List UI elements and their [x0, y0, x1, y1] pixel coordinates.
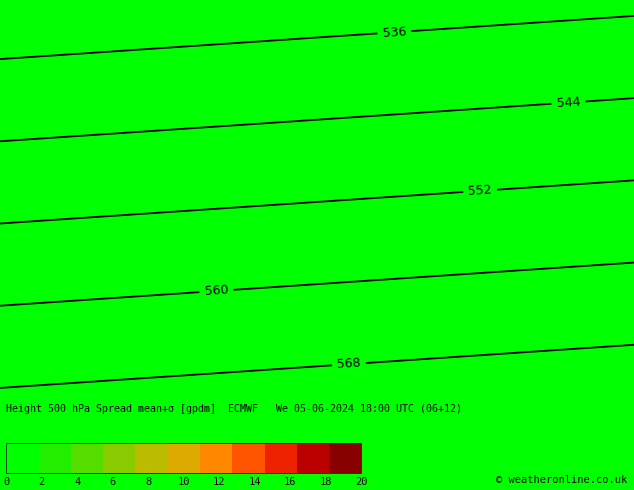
- Text: 20: 20: [355, 477, 368, 487]
- Text: 14: 14: [249, 477, 261, 487]
- Text: © weatheronline.co.uk: © weatheronline.co.uk: [496, 475, 628, 485]
- Text: 568: 568: [337, 357, 361, 371]
- Text: 4: 4: [74, 477, 81, 487]
- Text: 6: 6: [110, 477, 116, 487]
- Text: 560: 560: [204, 284, 229, 298]
- Text: 8: 8: [145, 477, 152, 487]
- Text: 536: 536: [382, 25, 406, 40]
- Text: 10: 10: [178, 477, 190, 487]
- Text: 0: 0: [3, 477, 10, 487]
- Text: 12: 12: [213, 477, 226, 487]
- Text: Height 500 hPa Spread mean+σ [gpdm]  ECMWF   We 05-06-2024 18:00 UTC (06+12): Height 500 hPa Spread mean+σ [gpdm] ECMW…: [6, 404, 462, 414]
- Text: 2: 2: [39, 477, 45, 487]
- Text: 16: 16: [284, 477, 297, 487]
- Text: 552: 552: [468, 184, 493, 198]
- Text: 18: 18: [320, 477, 332, 487]
- Text: 544: 544: [556, 96, 581, 110]
